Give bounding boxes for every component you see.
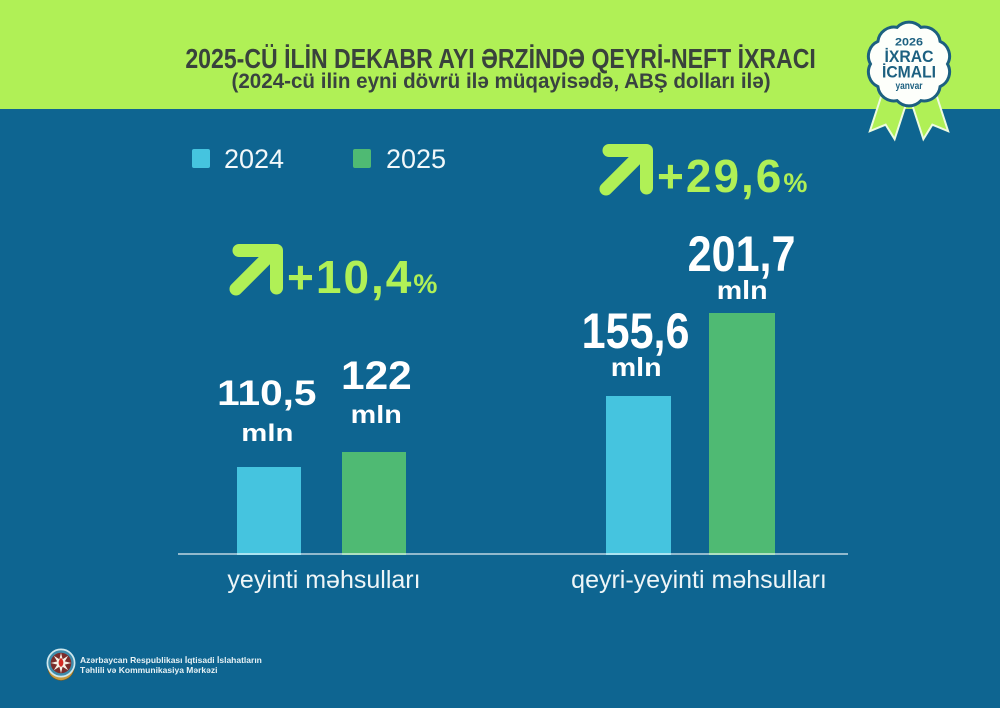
svg-text:İCMALI: İCMALI	[882, 63, 936, 82]
svg-text:yanvar: yanvar	[896, 81, 923, 92]
svg-text:2026: 2026	[895, 37, 923, 49]
svg-text:İXRAC: İXRAC	[885, 47, 934, 66]
